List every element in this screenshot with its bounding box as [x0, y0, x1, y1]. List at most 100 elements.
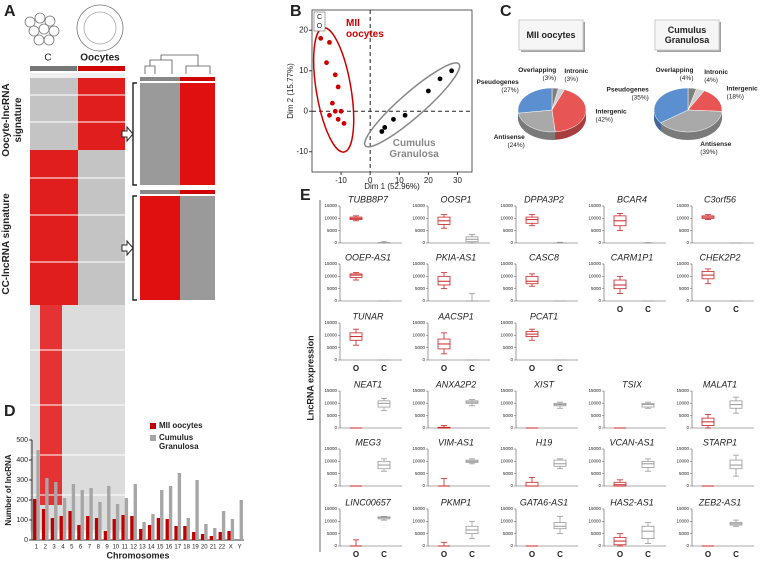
point — [425, 88, 431, 94]
bar — [45, 478, 49, 540]
bar — [209, 536, 214, 540]
y-tick-label: 10000 — [324, 459, 337, 464]
bar — [174, 526, 178, 540]
panel-letter: C — [500, 3, 512, 20]
y-tick-label: 0 — [422, 543, 425, 548]
x-tick-label: 0 — [368, 176, 373, 185]
y-tick-label: 15000 — [676, 506, 689, 511]
x-tick-label: 19 — [192, 545, 199, 551]
point — [391, 116, 396, 122]
plot-title: BCAR4 — [617, 194, 647, 204]
y-tick-label: 10000 — [412, 333, 425, 338]
point — [449, 68, 455, 74]
bar — [112, 519, 116, 540]
x-tick-label: C — [557, 364, 563, 373]
x-tick-label: 9 — [105, 545, 109, 551]
y-tick-label: 5000 — [591, 531, 602, 536]
y-tick-label: 15000 — [324, 388, 337, 393]
plot-title: NEAT1 — [354, 379, 382, 389]
slice-value-label: (3%) — [542, 75, 556, 82]
y-tick-label: 0 — [598, 543, 601, 548]
bar — [218, 532, 222, 540]
y-tick-label: 15000 — [500, 261, 513, 266]
x-tick-label: O — [705, 550, 711, 559]
x-tick-label: -10 — [335, 176, 347, 185]
x-tick-label: C — [381, 364, 387, 373]
y-tick-label: 500 — [16, 437, 28, 444]
slice-label: Intergenic — [596, 108, 627, 115]
y-tick-label: 10000 — [588, 459, 601, 464]
plot-title: ANXA2P2 — [435, 379, 477, 389]
x-tick-label: C — [645, 550, 651, 559]
y-tick-label: 15000 — [412, 446, 425, 451]
box — [613, 279, 627, 290]
x-tick-label: 16 — [166, 545, 173, 551]
y-tick-label: 5000 — [503, 228, 514, 233]
y-tick-label: 15000 — [676, 446, 689, 451]
x-tick-label: 21 — [210, 545, 217, 551]
y-tick-label: 10000 — [324, 401, 337, 406]
y-tick-label: 0 — [422, 357, 425, 362]
y-tick-label: 20 — [299, 25, 308, 34]
x-tick-label: 3 — [52, 545, 56, 551]
plot-title: PCAT1 — [530, 311, 558, 321]
point — [324, 60, 329, 66]
x-tick-label: 30 — [453, 176, 462, 185]
pie-title: MII oocytes — [526, 30, 576, 40]
bar — [230, 519, 235, 540]
y-tick-label: 0 — [334, 357, 337, 362]
bar — [177, 473, 182, 540]
bar — [168, 486, 173, 540]
point — [402, 112, 408, 118]
plot-title: LINC00657 — [345, 497, 392, 507]
x-tick-label: 7 — [88, 545, 92, 551]
x-tick-label: C — [645, 305, 651, 314]
y-tick-label: 0 — [510, 483, 513, 488]
bar — [156, 518, 161, 540]
slice-value-label: (35%) — [631, 94, 648, 101]
y-tick-label: 0 — [334, 425, 337, 430]
y-tick-label: 15000 — [500, 506, 513, 511]
point — [327, 112, 332, 118]
plot-title: MALAT1 — [703, 379, 737, 389]
x-tick-label: 5 — [70, 545, 74, 551]
y-tick-label: 15000 — [588, 261, 601, 266]
y-tick-label: 15000 — [500, 320, 513, 325]
point — [332, 72, 338, 78]
box — [553, 459, 567, 467]
y-tick-label: 0 — [686, 240, 689, 245]
y-tick-label: 0 — [422, 240, 425, 245]
plot-title: ZEB2-AS1 — [698, 497, 742, 507]
pie-title: Cumulus Granulosa — [664, 25, 710, 45]
x-axis-label: Chromosomes — [106, 550, 169, 560]
point — [332, 108, 338, 114]
x-tick-label: 20 — [424, 176, 433, 185]
bar — [86, 516, 90, 540]
y-tick-label: 400 — [16, 457, 28, 464]
x-tick-label: O — [441, 550, 447, 559]
legend-label-box: Cumulus Granulosa — [159, 433, 199, 451]
bar — [147, 525, 152, 540]
plot-title: OOSP1 — [440, 194, 471, 204]
slice-value-label: (3%) — [564, 76, 578, 83]
bar — [50, 518, 55, 540]
bar — [71, 484, 76, 540]
x-tick-label: 17 — [174, 545, 181, 551]
plot-title: CASC8 — [529, 252, 559, 262]
plot-title: MEG3 — [355, 437, 381, 447]
y-tick-label: 15000 — [676, 388, 689, 393]
x-tick-label: O — [441, 364, 447, 373]
y-tick-label: 0 — [422, 298, 425, 303]
y-tick-label: 5000 — [327, 471, 338, 476]
y-tick-label: 5000 — [503, 286, 514, 291]
box — [525, 481, 539, 487]
y-tick-label: 15000 — [588, 388, 601, 393]
y-tick-label: 15000 — [324, 320, 337, 325]
y-tick-label: 0 — [334, 483, 337, 488]
legend-label: MII oocytes — [159, 421, 203, 430]
bar — [77, 525, 81, 540]
row-label-box: CC-lncRNA signature — [1, 193, 12, 294]
bar — [133, 484, 137, 540]
x-tick-label: 15 — [157, 545, 164, 551]
